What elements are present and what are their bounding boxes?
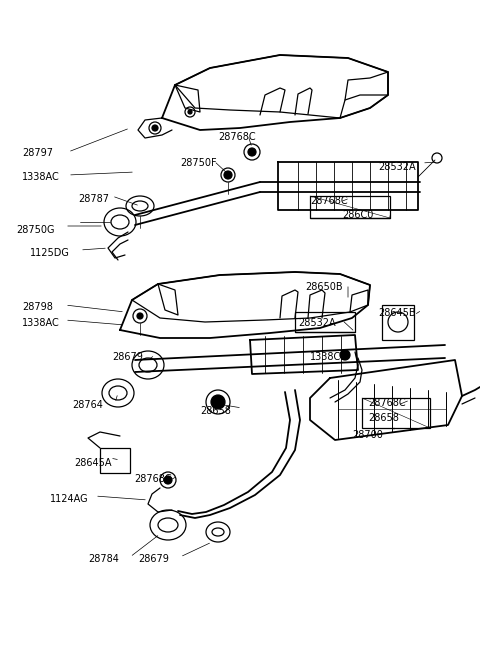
Bar [382,305,414,340]
Text: 28532A: 28532A [378,162,416,172]
Text: 1338CD: 1338CD [310,352,349,362]
Text: 28768C: 28768C [218,132,256,142]
Text: 28658: 28658 [368,413,399,423]
Circle shape [224,171,232,179]
Text: 28645B: 28645B [378,308,416,318]
Text: 28679: 28679 [138,554,169,564]
Text: 28768C: 28768C [134,474,172,484]
Text: 1125DG: 1125DG [30,248,70,258]
Circle shape [137,313,143,319]
Text: 28798: 28798 [22,302,53,312]
Circle shape [248,148,256,156]
Text: 28787: 28787 [78,194,109,204]
Text: 286C0: 286C0 [342,210,373,220]
Text: 28658: 28658 [200,406,231,416]
Circle shape [164,476,172,484]
Circle shape [188,110,192,114]
Circle shape [211,395,225,409]
Text: 28700: 28700 [352,430,383,440]
Text: 28650B: 28650B [305,282,343,292]
Text: 28532A: 28532A [298,318,336,328]
Bar [295,312,355,332]
Text: 28750G: 28750G [16,225,55,235]
Text: 1338AC: 1338AC [22,318,60,328]
Text: 28768C: 28768C [368,398,406,408]
Bar [362,398,430,428]
Bar [100,448,130,473]
Text: 1338AC: 1338AC [22,172,60,182]
Circle shape [340,350,350,360]
Text: 28797: 28797 [22,148,53,158]
Text: 28750F: 28750F [180,158,216,168]
Text: 28645A: 28645A [74,458,111,468]
Text: 28764: 28764 [72,400,103,410]
Text: 1124AG: 1124AG [50,494,89,504]
Text: 28784: 28784 [88,554,119,564]
Text: 28768C: 28768C [310,196,348,206]
Bar [310,196,390,218]
Circle shape [152,125,158,131]
Text: 28679: 28679 [112,352,143,362]
